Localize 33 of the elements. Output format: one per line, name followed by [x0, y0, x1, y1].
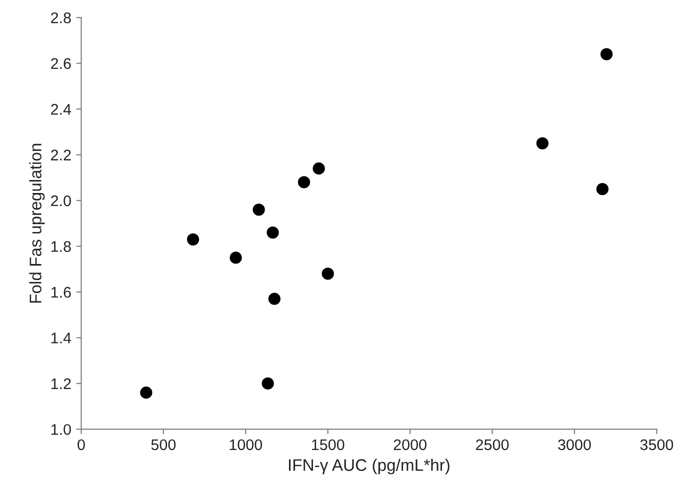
- x-tick-label: 500: [151, 439, 176, 450]
- y-tick-label: 1.8: [51, 241, 71, 252]
- y-axis-title: Fold Fas upregulation: [29, 144, 45, 303]
- x-tick-label: 3500: [640, 439, 674, 450]
- x-tick-label: 2500: [476, 439, 509, 450]
- x-tick-label: 2000: [394, 439, 426, 450]
- y-tick-label: 1.2: [51, 378, 71, 390]
- y-tick-label: 1.4: [51, 332, 72, 344]
- point: [536, 137, 548, 150]
- y-tick-label: 2.4: [51, 104, 72, 115]
- x-tick-label: 3000: [558, 439, 591, 450]
- point: [600, 48, 613, 60]
- point: [266, 226, 279, 239]
- x-tick-label: 1000: [230, 439, 262, 450]
- point: [596, 183, 609, 196]
- point: [186, 233, 200, 246]
- point: [252, 204, 265, 216]
- point: [298, 176, 310, 188]
- point: [140, 386, 152, 399]
- x-axis-title: IFN-γ AUC (pg/mL*hr): [289, 458, 450, 474]
- y-tick-label: 2.2: [51, 150, 71, 160]
- point: [322, 268, 334, 280]
- point: [312, 162, 325, 175]
- y-tick-label: 2.8: [51, 12, 71, 24]
- point: [268, 292, 280, 305]
- y-tick-label: 2.6: [51, 58, 71, 69]
- y-tick-label: 2.0: [51, 195, 71, 206]
- x-tick-label: 1500: [312, 439, 344, 450]
- x-tick-label: 0: [78, 439, 85, 450]
- point: [230, 252, 242, 264]
- point: [262, 377, 274, 390]
- y-tick-label: 1.0: [51, 424, 71, 435]
- y-tick-label: 1.6: [51, 286, 71, 298]
